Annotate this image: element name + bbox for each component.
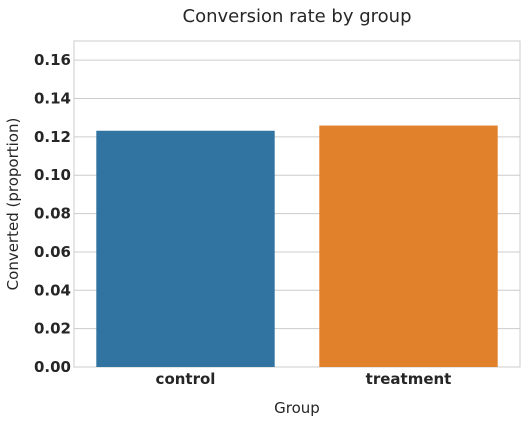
- plot-area-frame: [73, 40, 521, 368]
- y-axis-label: Converted (proportion): [4, 118, 22, 291]
- y-axis-ticks: 0.00 0.02 0.04 0.06 0.08 0.10 0.12 0.14 0.16: [34, 51, 71, 376]
- bar-control: [96, 130, 275, 367]
- y-tick-label: 0.16: [34, 51, 71, 69]
- bars: [96, 125, 498, 367]
- y-tick-label: 0.04: [34, 281, 71, 299]
- x-tick-label: treatment: [366, 370, 452, 388]
- y-tick-label: 0.00: [34, 358, 71, 376]
- y-tick-label: 0.06: [34, 243, 71, 261]
- bar-treatment: [319, 125, 498, 367]
- x-axis-label: Group: [274, 399, 320, 417]
- y-tick-label: 0.08: [34, 205, 71, 223]
- y-tick-label: 0.10: [34, 166, 71, 184]
- chart-title: Conversion rate by group: [183, 6, 412, 27]
- x-tick-label: control: [156, 370, 216, 388]
- y-tick-label: 0.14: [34, 90, 71, 108]
- y-tick-label: 0.12: [34, 128, 71, 146]
- x-axis-ticks: control treatment: [156, 370, 452, 388]
- y-tick-label: 0.02: [34, 320, 71, 338]
